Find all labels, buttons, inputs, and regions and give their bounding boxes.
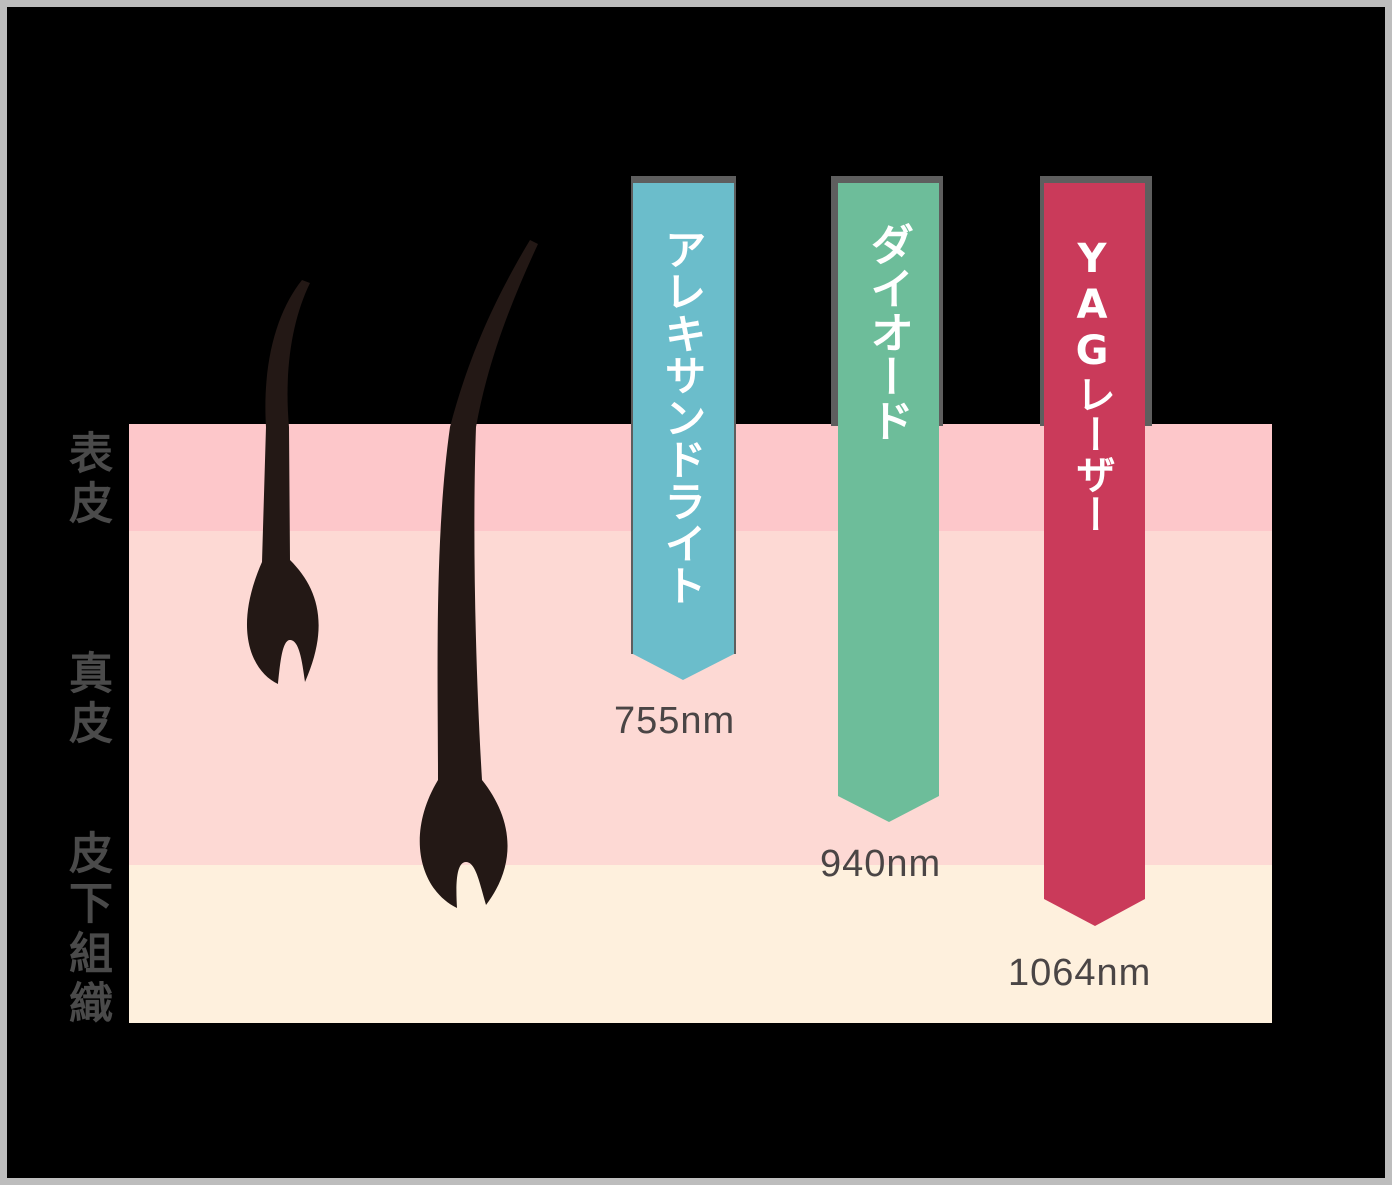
laser-name-yag: YAGレーザー <box>1069 236 1115 534</box>
laser-alexandrite <box>631 176 736 680</box>
wavelength-alexandrite: 755nm <box>614 700 736 742</box>
laser-yag <box>1040 176 1152 926</box>
hair-long <box>419 240 538 908</box>
laser-diode-arrow <box>838 183 939 822</box>
laser-alexandrite-arrow <box>633 183 734 680</box>
layer-label-dermis: 真皮 <box>61 650 112 750</box>
layer-label-epidermis: 表皮 <box>61 430 112 530</box>
laser-name-alexandrite: アレキサンドライト <box>658 228 707 606</box>
wavelength-yag: 1064nm <box>1008 952 1152 994</box>
wavelength-diode: 940nm <box>820 843 942 885</box>
layer-label-subcutaneous: 皮下組織 <box>61 830 112 1030</box>
laser-yag-arrow <box>1044 183 1145 926</box>
laser-diode <box>831 176 943 822</box>
laser-name-diode: ダイオード <box>862 222 913 442</box>
hair-short <box>246 280 319 684</box>
